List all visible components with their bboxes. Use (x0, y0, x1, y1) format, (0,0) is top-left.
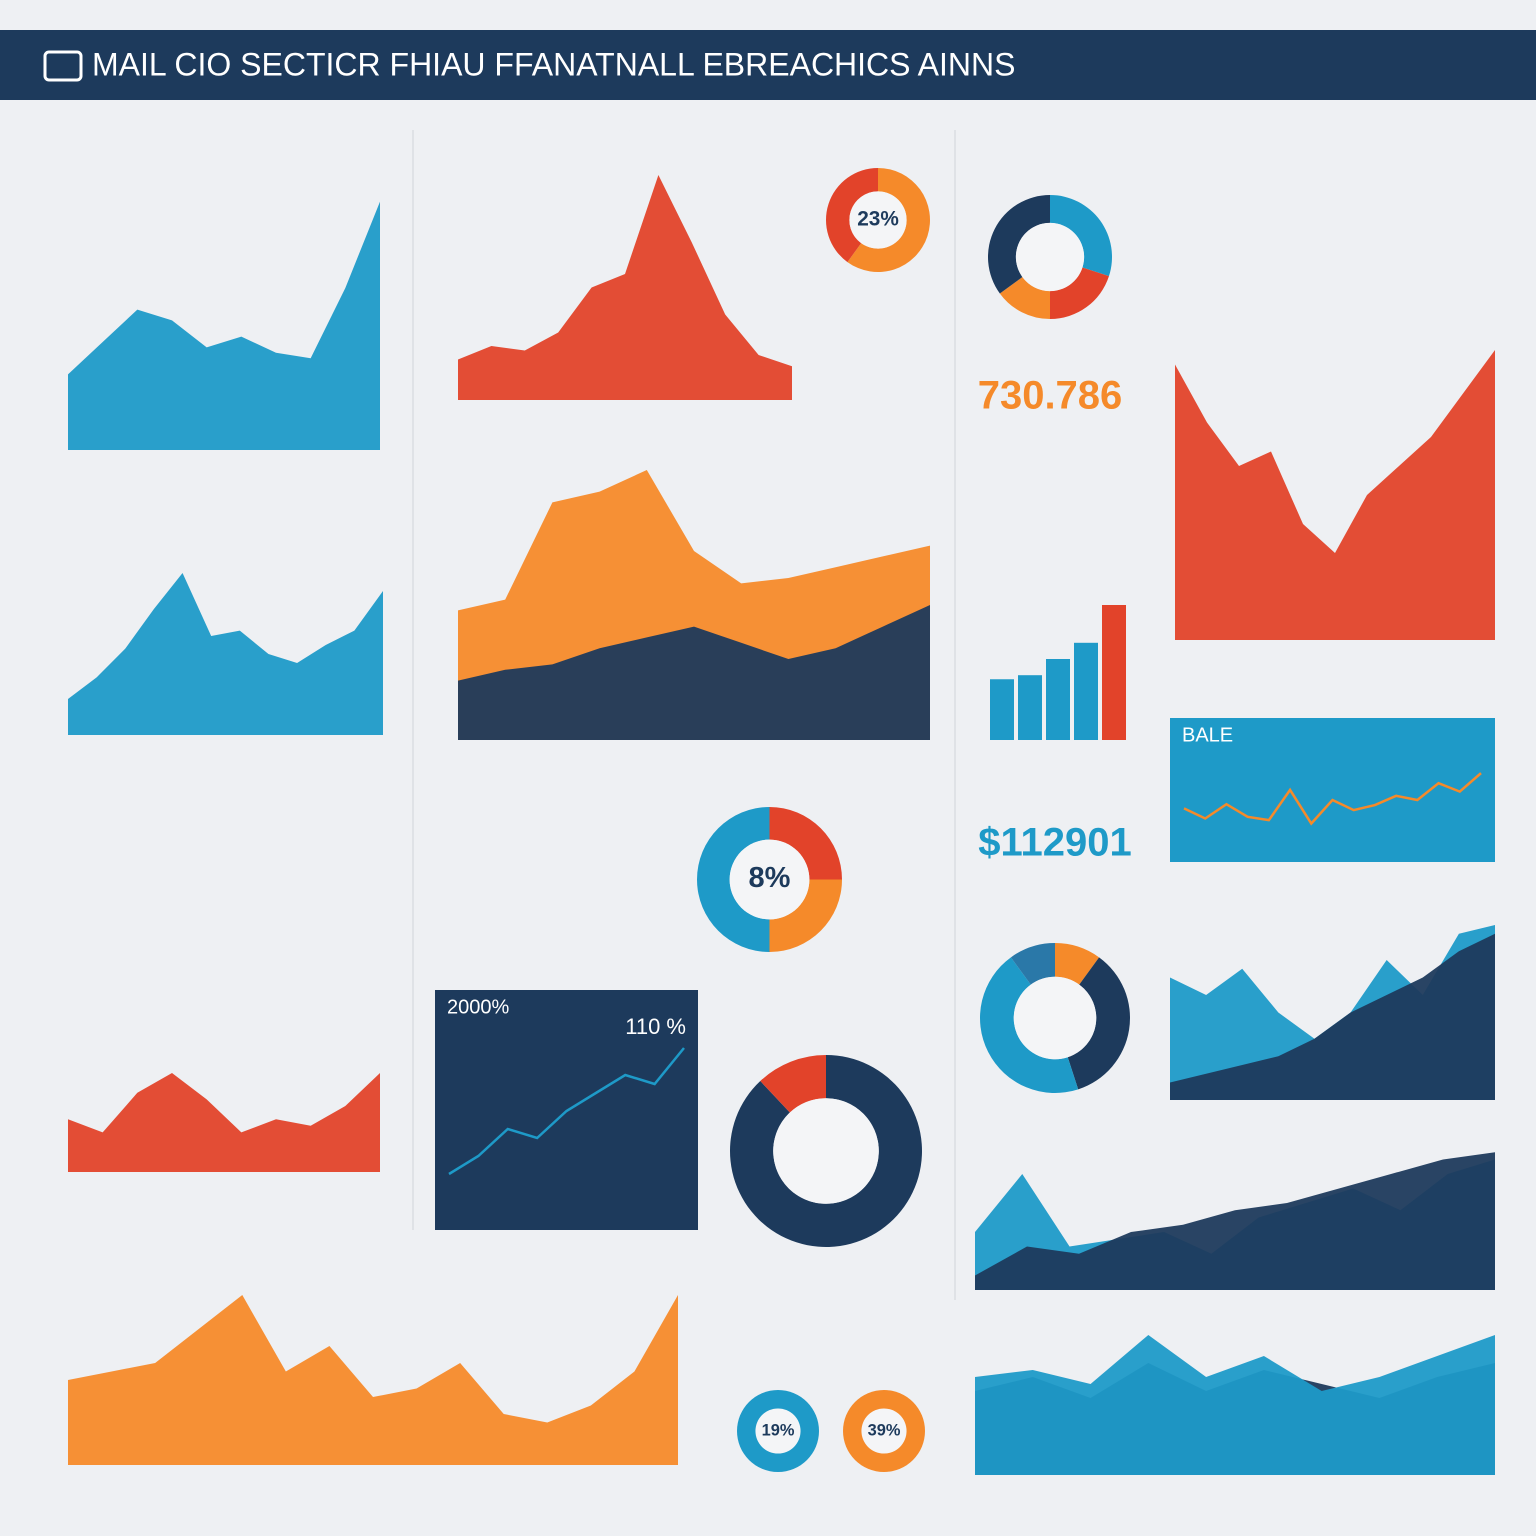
donut-slice (1050, 195, 1112, 277)
chart-label: BALE (1182, 724, 1233, 746)
donut-slice (1067, 957, 1130, 1090)
line (1183, 772, 1482, 826)
logo (43, 50, 83, 82)
donut-hole (861, 1408, 907, 1454)
area (68, 1295, 678, 1465)
donut-slice (769, 879, 842, 952)
bar (1018, 675, 1042, 740)
donut-label: 23% (857, 208, 899, 231)
donut-slice (826, 168, 878, 263)
donut-hole (1015, 222, 1085, 292)
area (1175, 350, 1495, 640)
area (68, 201, 380, 450)
area (458, 605, 930, 740)
donut-slice (1055, 943, 1100, 985)
donut-slice (988, 195, 1050, 294)
page-title: MAIL CIO SECTICR FHIAU FFANATNALL EBREAC… (92, 46, 1015, 82)
bar (1074, 642, 1098, 740)
line (448, 1047, 685, 1176)
bar (1046, 659, 1070, 740)
donut-label: 8% (749, 862, 791, 894)
donut-slice (1050, 267, 1109, 319)
donut-slice (979, 957, 1079, 1094)
stat-value: $112901 (978, 821, 1132, 865)
bar (990, 679, 1014, 740)
donut-hole (755, 1408, 801, 1454)
donut-slice (1010, 943, 1055, 985)
donut-slice (730, 1055, 922, 1247)
area (68, 573, 383, 735)
bar (1102, 605, 1126, 740)
area (458, 175, 792, 400)
donut-slice (760, 1055, 826, 1113)
chart-label: 2000% (447, 996, 509, 1018)
area (975, 1152, 1495, 1290)
donut-hole (773, 1098, 879, 1204)
area (1170, 933, 1495, 1100)
donut-hole (729, 839, 810, 920)
donut-label: 19% (762, 1421, 795, 1439)
donut-label: 39% (868, 1421, 901, 1439)
chart-background (1170, 718, 1495, 862)
donut-hole (1013, 976, 1097, 1060)
header-bar (0, 30, 1536, 100)
stat-value: 730.786 (978, 374, 1123, 418)
area (68, 1073, 380, 1172)
area (975, 1335, 1495, 1475)
donut-slice (999, 277, 1050, 319)
donut-slice (847, 168, 931, 272)
donut-slice (697, 807, 770, 952)
chart-label: 110 % (625, 1014, 686, 1039)
donut-hole (849, 191, 907, 249)
donut-slice (769, 807, 842, 880)
